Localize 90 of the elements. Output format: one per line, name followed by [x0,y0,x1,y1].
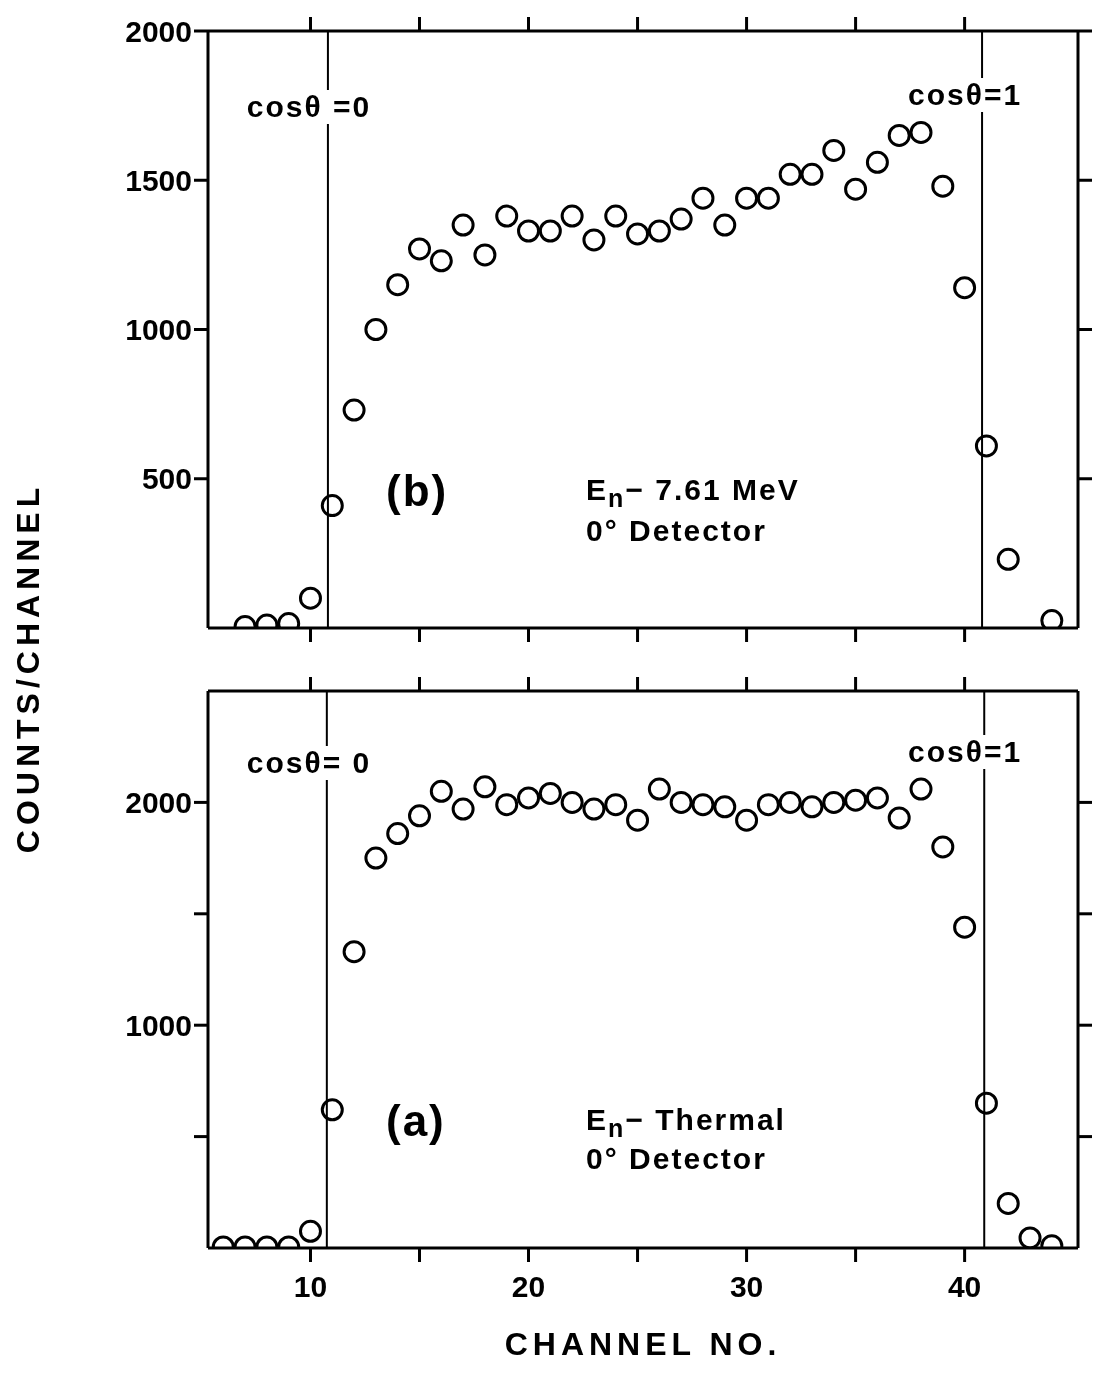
point [822,790,846,814]
point [473,243,497,267]
point [560,204,584,228]
point [996,1191,1020,1215]
point [865,786,889,810]
point [887,123,911,147]
point [887,806,911,830]
y-axis-title: COUNTS/CHANNEL [9,482,47,854]
point [953,915,977,939]
y-tick-label: 1000 [125,313,192,347]
annotation: cosθ= 0 [242,745,376,780]
point [669,790,693,814]
point [974,1091,998,1115]
point [713,213,737,237]
y-tick-label: 1000 [125,1008,192,1042]
point [451,213,475,237]
point [953,276,977,300]
point [800,162,824,186]
point [931,835,955,859]
point [691,793,715,817]
point [364,846,388,870]
point [298,1219,322,1243]
point [386,273,410,297]
annotation: cosθ=1 [904,734,1027,769]
annotation: (a) [382,1096,450,1146]
point [517,219,541,243]
point [298,586,322,610]
x-tick-label: 40 [947,1270,982,1304]
point [647,219,671,243]
point [408,804,431,828]
point [844,177,868,201]
annotation: cosθ=1 [904,77,1027,112]
point [495,204,519,228]
point [538,781,562,805]
annotation: 0° Detector [582,1141,771,1176]
point [386,822,410,846]
y-tick-label: 500 [141,462,192,496]
point [429,249,453,273]
point [691,186,715,210]
point [1040,609,1064,628]
point [495,793,519,817]
point [669,207,693,231]
point [865,150,889,174]
point [974,434,998,458]
annotation: cosθ =0 [242,89,376,124]
point [429,779,453,803]
point [342,398,366,422]
point [778,790,802,814]
point [582,228,606,252]
point [647,777,671,801]
annotation: E$_{n}$− 7.61 MeV [582,472,804,513]
point [822,138,846,162]
point [996,547,1020,571]
point [626,222,650,246]
point [1018,1226,1042,1248]
point [735,186,759,210]
point [517,786,541,810]
point [756,793,780,817]
annotation: E$_{n}$− Thermal [582,1102,790,1143]
point [364,318,388,341]
point [909,120,933,144]
x-tick-label: 20 [511,1270,546,1304]
point [604,204,628,228]
x-tick-label: 30 [729,1270,764,1304]
x-tick-label: 10 [293,1270,328,1304]
point [408,237,431,261]
point [756,186,780,210]
point [909,777,933,801]
y-tick-label: 2000 [125,786,192,820]
point [778,162,802,186]
point [713,795,737,819]
point [604,793,628,817]
point [560,790,584,814]
point [473,775,497,799]
y-tick-label: 1500 [125,163,192,197]
x-axis-title: CHANNEL NO. [503,1326,783,1363]
point [342,940,366,964]
annotation: (b) [382,465,453,515]
annotation: 0° Detector [582,514,771,549]
point [320,1098,344,1122]
point [844,788,868,812]
point [451,797,475,821]
point [582,797,606,821]
point [800,795,824,819]
point [931,174,955,198]
y-tick-label: 2000 [125,14,192,48]
point [320,494,344,518]
point [735,808,759,832]
point [626,808,650,832]
point [538,219,562,243]
